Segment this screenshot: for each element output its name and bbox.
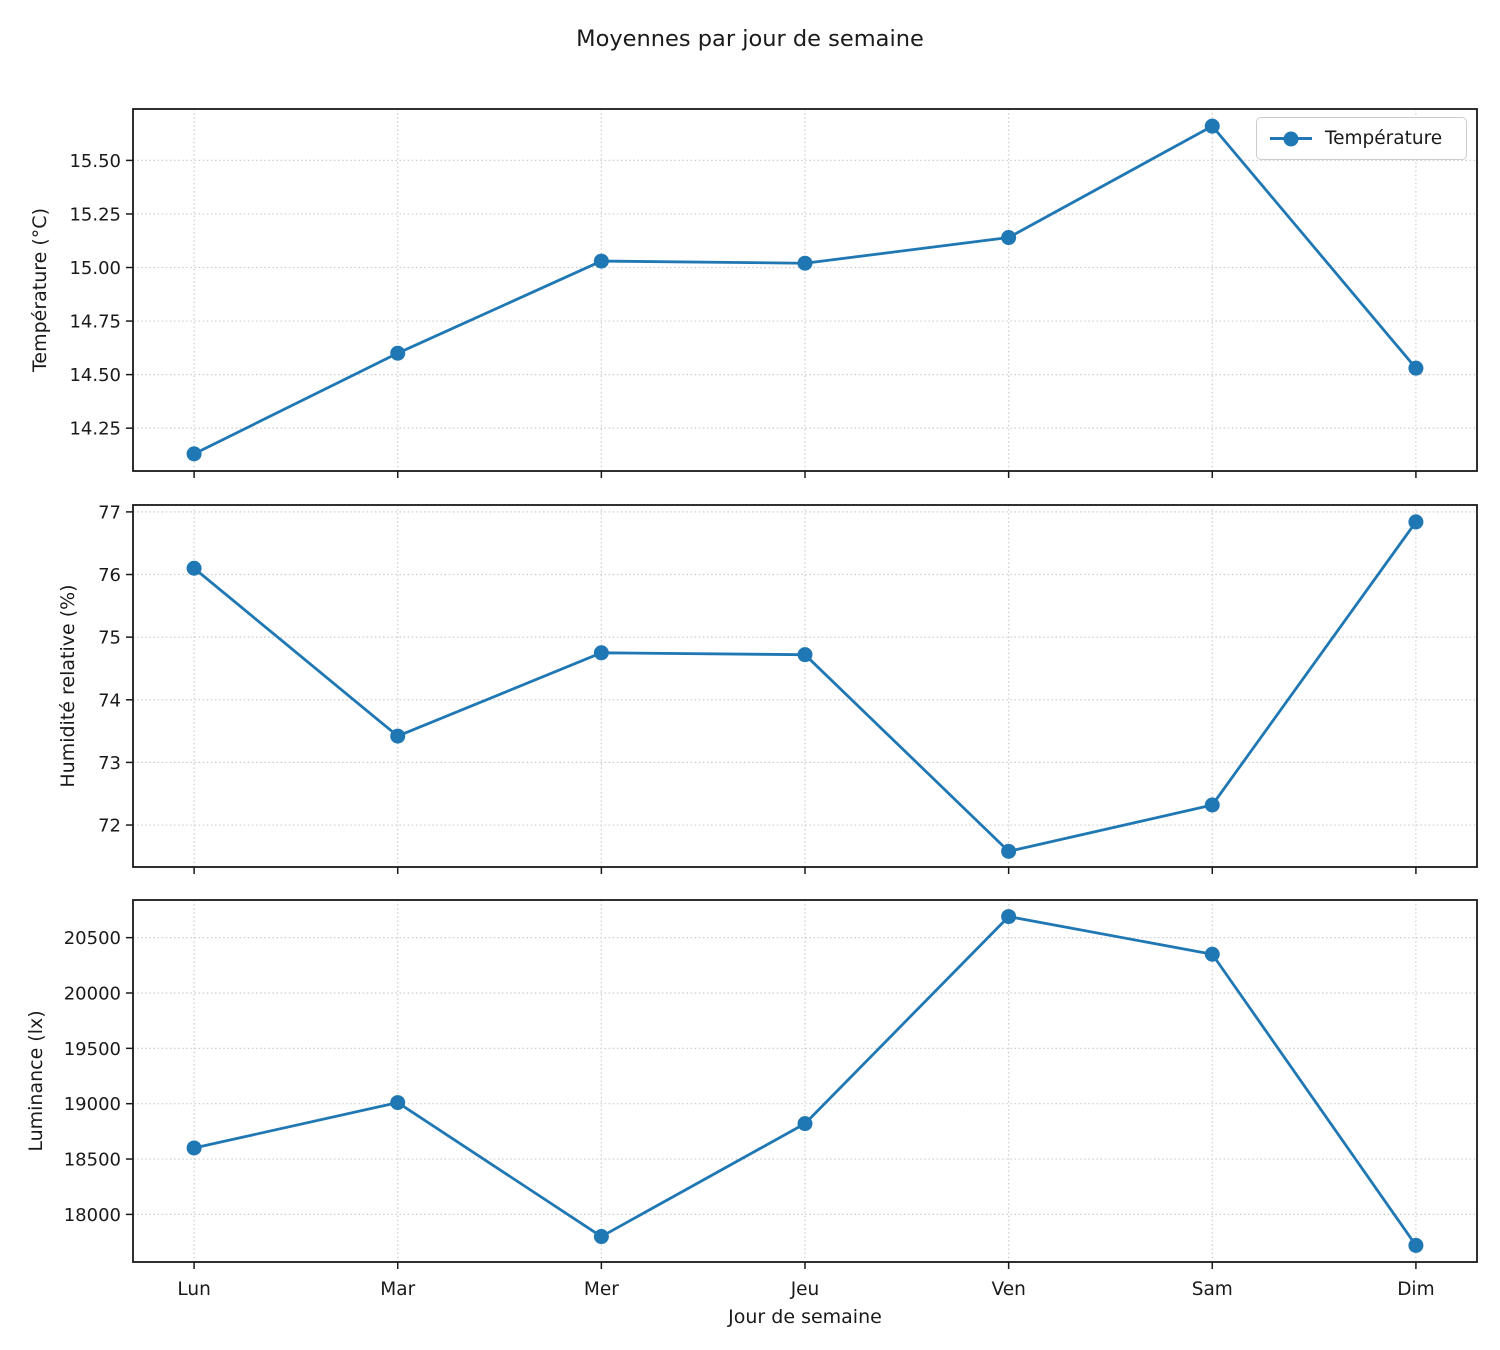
legend-line-icon [1270,131,1312,146]
y-axis-label-luminance: Luminance (lx) [25,1010,47,1152]
y-tick-label: 14.25 [69,419,121,440]
data-point [593,645,609,661]
x-axis-label: Jour de semaine [728,1306,882,1328]
subplot-2: 18000 18500 19000 19500 20000 20500 Lun Mar Mer J… [64,899,1478,1300]
y-tick-label: 19000 [64,1094,121,1115]
x-tick-label: Mer [584,1279,619,1300]
y-axis-label-temperature: Température (°C) [29,208,51,372]
data-point [1204,118,1220,134]
y-tick-label: 14.75 [69,312,121,333]
data-point [390,1095,406,1111]
y-tick-label: 14.50 [69,365,121,386]
x-tick-label: Jeu [790,1279,820,1300]
y-tick-label: 18000 [64,1205,121,1226]
y-tick-label: 76 [98,565,121,586]
data-point [1001,230,1017,246]
y-tick-label: 15.50 [69,151,121,172]
y-tick-label: 75 [98,628,121,649]
data-point [186,446,202,462]
data-point [186,560,202,576]
x-tick-label: Mar [380,1279,415,1300]
data-point [797,647,813,663]
y-tick-label: 18500 [64,1150,121,1171]
data-point [1204,797,1220,813]
data-point [1001,909,1017,925]
y-tick-label: 77 [98,502,121,523]
legend-marker-icon [1283,131,1299,146]
y-tick-label: 19500 [64,1039,121,1060]
data-point [1408,1237,1424,1253]
data-point [186,1140,202,1156]
y-tick-label: 20000 [64,983,121,1004]
y-tick-label: 15.25 [69,204,121,225]
y-tick-label: 15.00 [69,258,121,279]
chart-title: Moyennes par jour de semaine [576,26,924,52]
x-tick-label: Ven [991,1279,1025,1300]
y-tick-label: 73 [98,753,121,774]
x-tick-label: Lun [177,1279,210,1300]
data-point [593,1229,609,1245]
data-point [797,1116,813,1132]
legend: Température [1256,117,1467,160]
data-point [1408,360,1424,376]
x-tick-label: Dim [1397,1279,1434,1300]
data-point [797,255,813,271]
data-point [593,253,609,269]
legend-label: Température [1325,128,1443,149]
y-tick-label: 20500 [64,928,121,949]
y-tick-label: 72 [98,816,121,837]
y-axis-label-humidity: Humidité relative (%) [57,584,79,788]
x-tick-label: Sam [1192,1279,1233,1300]
data-point [390,728,406,744]
data-point [1001,843,1017,859]
data-point [390,345,406,361]
data-point [1204,946,1220,962]
subplot-0: 14.25 14.50 14.75 15.00 15.25 15.50 [69,108,1478,478]
data-point [1408,514,1424,530]
y-tick-label: 74 [98,690,121,711]
subplot-1: 72 73 74 75 76 77 [98,502,1478,874]
